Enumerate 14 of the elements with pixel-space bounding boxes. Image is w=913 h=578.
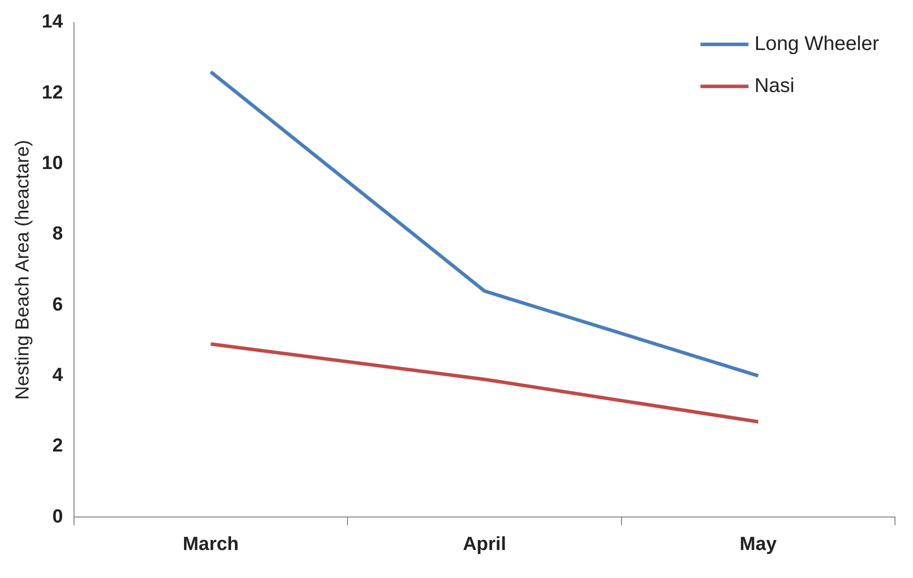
x-tick-label: April xyxy=(462,534,506,555)
legend-label: Long Wheeler xyxy=(754,32,880,55)
legend-label: Nasi xyxy=(754,74,794,97)
y-tick-label: 0 xyxy=(52,506,63,528)
y-axis-title: Nesting Beach Area (heactare) xyxy=(12,140,34,400)
x-tick-label: May xyxy=(740,534,778,555)
y-tick-label: 14 xyxy=(42,12,64,33)
y-tick-label: 4 xyxy=(52,365,64,386)
y-tick-label: 6 xyxy=(52,294,63,316)
y-tick-label: 10 xyxy=(42,153,63,174)
y-tick-label: 8 xyxy=(52,224,63,245)
y-tick-label: 2 xyxy=(52,436,63,457)
x-tick-label: March xyxy=(182,534,239,555)
y-tick-label: 12 xyxy=(42,82,63,104)
